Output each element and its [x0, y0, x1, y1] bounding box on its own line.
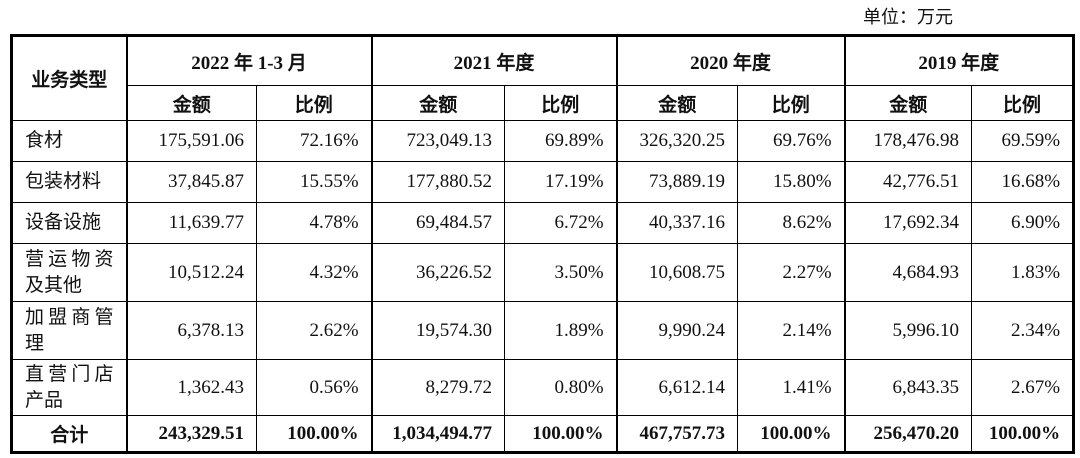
amount-cell: 10,512.24 [125, 243, 257, 302]
total-amount-cell: 256,470.20 [843, 415, 973, 454]
amount-cell: 42,776.51 [843, 161, 973, 203]
total-ratio-cell: 100.00% [255, 415, 373, 454]
period-header-2019: 2019 年度 [843, 35, 1075, 86]
amount-header: 金额 [125, 85, 257, 121]
period-header-2020: 2020 年度 [615, 35, 846, 86]
amount-cell: 8,279.72 [370, 358, 506, 417]
amount-cell: 6,378.13 [125, 301, 257, 360]
ratio-cell: 3.50% [504, 243, 618, 302]
period-header-2021: 2021 年度 [370, 35, 618, 86]
ratio-header: 比例 [504, 85, 618, 121]
amount-cell: 175,591.06 [125, 120, 257, 162]
ratio-cell: 16.68% [971, 161, 1075, 203]
ratio-cell: 2.27% [737, 243, 846, 302]
total-ratio-cell: 100.00% [504, 415, 618, 454]
category-cell: 设备设施 [11, 202, 127, 244]
ratio-cell: 2.14% [737, 301, 846, 360]
amount-header: 金额 [615, 85, 739, 121]
total-amount-cell: 1,034,494.77 [370, 415, 506, 454]
header-row-subcolumns: 金额 比例 金额 比例 金额 比例 金额 比例 [12, 85, 1075, 121]
amount-header: 金额 [370, 85, 506, 121]
amount-cell: 6,612.14 [615, 358, 739, 417]
ratio-cell: 8.62% [737, 202, 846, 244]
amount-cell: 178,476.98 [843, 120, 973, 162]
amount-cell: 723,049.13 [370, 120, 506, 162]
table-row: 营运物资及其他 10,512.24 4.32% 36,226.52 3.50% … [11, 243, 1075, 302]
amount-cell: 6,843.35 [843, 358, 973, 417]
total-ratio-cell: 100.00% [737, 415, 846, 454]
amount-cell: 40,337.16 [615, 202, 739, 244]
amount-cell: 19,574.30 [370, 301, 506, 360]
ratio-cell: 1.41% [737, 358, 846, 417]
amount-cell: 326,320.25 [615, 120, 739, 162]
ratio-cell: 2.67% [971, 358, 1075, 417]
amount-cell: 5,996.10 [843, 301, 973, 360]
ratio-cell: 15.55% [255, 161, 373, 203]
amount-cell: 11,639.77 [125, 202, 257, 244]
total-row: 合计 243,329.51 100.00% 1,034,494.77 100.0… [11, 415, 1075, 454]
ratio-header: 比例 [971, 85, 1075, 121]
unit-row: 单位：万元 [10, 4, 1072, 30]
total-amount-cell: 243,329.51 [125, 415, 257, 454]
unit-label: 单位：万元 [863, 7, 953, 27]
ratio-cell: 4.32% [255, 243, 373, 302]
period-header-2022: 2022 年 1-3 月 [125, 35, 373, 86]
ratio-header: 比例 [255, 85, 373, 121]
ratio-cell: 6.90% [971, 202, 1075, 244]
amount-cell: 10,608.75 [615, 243, 739, 302]
table-row: 包装材料 37,845.87 15.55% 177,880.52 17.19% … [11, 161, 1075, 203]
ratio-cell: 1.89% [504, 301, 618, 360]
category-cell: 营运物资及其他 [11, 243, 127, 302]
amount-cell: 69,484.57 [370, 202, 506, 244]
ratio-cell: 69.59% [971, 120, 1075, 162]
ratio-cell: 4.78% [255, 202, 373, 244]
amount-cell: 37,845.87 [125, 161, 257, 203]
total-label-cell: 合计 [11, 415, 127, 454]
amount-header: 金额 [843, 85, 973, 121]
amount-cell: 177,880.52 [370, 161, 506, 203]
ratio-cell: 15.80% [737, 161, 846, 203]
category-cell: 加盟商管理 [11, 301, 127, 360]
ratio-cell: 17.19% [504, 161, 618, 203]
amount-cell: 9,990.24 [615, 301, 739, 360]
ratio-cell: 2.34% [971, 301, 1075, 360]
total-ratio-cell: 100.00% [971, 415, 1075, 454]
category-cell: 直营门店产品 [11, 358, 127, 417]
amount-cell: 4,684.93 [843, 243, 973, 302]
header-row-periods: 业务类型 2022 年 1-3 月 2021 年度 2020 年度 2019 年… [11, 35, 1075, 121]
amount-cell: 17,692.34 [843, 202, 973, 244]
ratio-cell: 6.72% [504, 202, 618, 244]
ratio-cell: 0.80% [504, 358, 618, 417]
table-row: 设备设施 11,639.77 4.78% 69,484.57 6.72% 40,… [11, 202, 1075, 244]
total-amount-cell: 467,757.73 [615, 415, 739, 454]
ratio-cell: 69.89% [504, 120, 618, 162]
amount-cell: 36,226.52 [370, 243, 506, 302]
ratio-header: 比例 [737, 85, 846, 121]
business-type-header: 业务类型 [11, 35, 127, 121]
revenue-by-business-table: 业务类型 2022 年 1-3 月 2021 年度 2020 年度 2019 年… [10, 34, 1076, 455]
amount-cell: 73,889.19 [615, 161, 739, 203]
ratio-cell: 2.62% [255, 301, 373, 360]
amount-cell: 1,362.43 [125, 358, 257, 417]
category-cell: 食材 [11, 120, 127, 162]
ratio-cell: 69.76% [737, 120, 846, 162]
table-row: 直营门店产品 1,362.43 0.56% 8,279.72 0.80% 6,6… [11, 358, 1075, 417]
table-row: 食材 175,591.06 72.16% 723,049.13 69.89% 3… [11, 120, 1075, 162]
ratio-cell: 0.56% [255, 358, 373, 417]
ratio-cell: 72.16% [255, 120, 373, 162]
table-row: 加盟商管理 6,378.13 2.62% 19,574.30 1.89% 9,9… [11, 301, 1075, 360]
category-cell: 包装材料 [11, 161, 127, 203]
ratio-cell: 1.83% [971, 243, 1075, 302]
